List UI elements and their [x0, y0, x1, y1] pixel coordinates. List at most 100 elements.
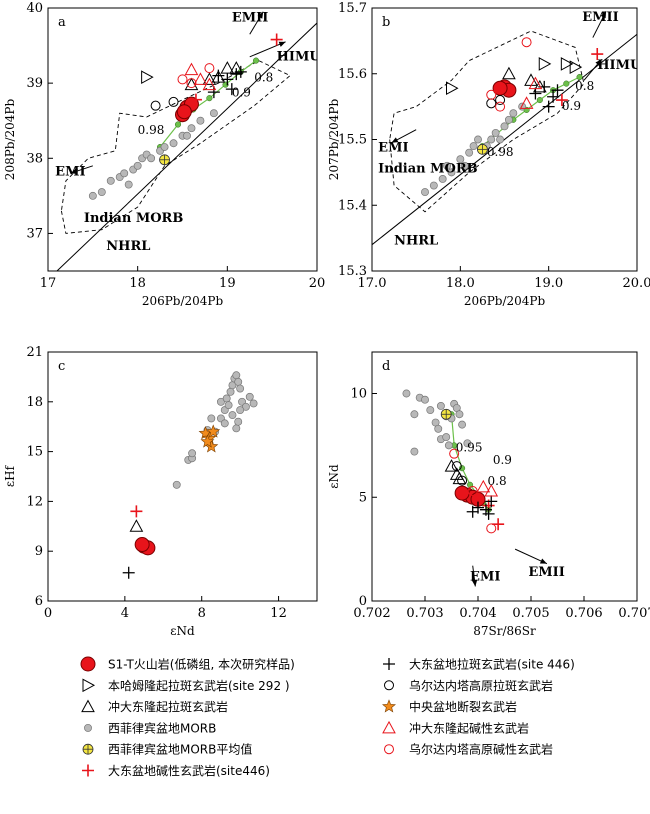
data-point	[421, 188, 429, 197]
indian-morb-field	[389, 30, 585, 213]
data-point	[234, 417, 243, 426]
trend-arrow	[471, 565, 478, 587]
series-triangle_up	[444, 459, 467, 485]
legend-marker	[384, 744, 394, 755]
legend-item: 大东盆地碱性玄武岩(site446)	[82, 763, 270, 778]
data-point	[220, 61, 235, 74]
panel-label: d	[382, 359, 390, 374]
mixing-label: 0.9	[232, 86, 251, 100]
data-point	[474, 135, 482, 144]
legend-item: 冲大东隆起拉斑玄武岩	[81, 699, 228, 714]
data-point	[444, 459, 459, 472]
data-point	[129, 519, 144, 532]
data-point	[183, 131, 191, 140]
mixing-point	[536, 97, 543, 104]
annotation-label: EMII	[232, 11, 268, 26]
data-point	[502, 66, 516, 80]
y-tick-label: 40	[26, 1, 43, 16]
data-point	[477, 143, 488, 155]
data-point	[402, 389, 411, 398]
data-point	[221, 73, 234, 86]
series-circle_open_red	[177, 63, 215, 89]
data-point	[486, 98, 497, 109]
legend-label: 大东盆地拉斑玄武岩(site 446)	[409, 657, 575, 672]
data-point	[97, 188, 106, 197]
y-tick-label: 15.7	[338, 1, 367, 16]
data-point	[270, 33, 283, 46]
data-point	[122, 566, 135, 579]
data-point	[120, 169, 129, 178]
mixing-label: 0.98	[138, 123, 165, 137]
legend-label: 乌尔达内塔高原拉斑玄武岩	[409, 678, 553, 693]
trend-arrow	[592, 11, 607, 38]
y-axis-label: 207Pb/204Pb	[327, 99, 341, 181]
data-point	[521, 37, 532, 48]
legend-label: 大东盆地碱性玄武岩(site446)	[108, 763, 270, 778]
x-tick-label: 0.702	[353, 606, 390, 621]
mixing-point	[174, 121, 182, 128]
data-point	[130, 505, 143, 518]
data-point	[159, 154, 170, 166]
x-tick-label: 0.704	[459, 606, 496, 621]
x-tick-label: 0.706	[565, 606, 602, 621]
x-axis-label: εNd	[170, 624, 195, 638]
data-point	[519, 96, 534, 109]
y-tick-label: 15	[26, 445, 43, 460]
data-point	[177, 74, 188, 85]
data-point	[212, 69, 225, 82]
x-tick-label: 17.0	[358, 276, 387, 291]
data-point	[209, 109, 218, 118]
data-point	[134, 537, 150, 553]
data-point	[141, 70, 154, 84]
data-point	[224, 401, 233, 410]
series-circle_gray	[421, 102, 527, 197]
annotation-label: Indian MORB	[378, 161, 477, 176]
data-point	[476, 479, 491, 493]
series-triangle_up	[184, 61, 244, 91]
y-tick-label: 15.4	[338, 198, 367, 213]
legend-marker	[383, 658, 395, 670]
plot-frame	[371, 351, 638, 602]
data-point	[200, 434, 215, 448]
plot-area	[122, 371, 258, 579]
data-point	[124, 180, 133, 189]
plot-area: 0.95 0.9 0.8 EMI EMII	[402, 389, 565, 587]
trend-arrow	[391, 129, 417, 144]
data-point	[487, 135, 496, 144]
legend-marker	[84, 723, 92, 732]
series-plus_black	[529, 80, 564, 113]
mixing-label: 0.98	[487, 145, 514, 159]
y-tick-label: 15.6	[338, 67, 367, 82]
data-point	[184, 62, 199, 76]
data-point	[457, 475, 468, 486]
mixing-point	[576, 73, 583, 81]
x-tick-label: 20	[309, 276, 326, 291]
data-point	[551, 84, 564, 97]
data-point	[591, 48, 604, 61]
series-plus_black	[466, 495, 498, 520]
data-point	[426, 406, 435, 415]
mixing-point	[563, 80, 570, 87]
data-point	[560, 57, 574, 71]
series-triangle_up_red	[519, 76, 543, 109]
y-tick-label: 6	[35, 594, 43, 609]
data-point	[442, 433, 451, 442]
legend-item: 本哈姆隆起拉斑玄武岩(site 292 )	[82, 678, 290, 693]
annotation-label: EMII	[582, 10, 618, 25]
series-circle_red	[454, 485, 486, 507]
series-triangle_up_red	[476, 479, 499, 497]
series-triangle_up	[129, 519, 144, 532]
legend-item: 乌尔达内塔高原拉斑玄武岩	[384, 678, 553, 693]
legend-marker	[382, 720, 396, 734]
legend-marker	[382, 699, 396, 713]
y-tick-label: 39	[26, 76, 43, 91]
legend-item: 冲大东隆起碱性玄武岩	[382, 720, 529, 735]
data-point	[458, 420, 467, 429]
data-point	[234, 65, 247, 78]
data-point	[486, 523, 497, 534]
data-point	[204, 63, 215, 74]
x-tick-label: 19.0	[534, 276, 563, 291]
data-point	[486, 89, 497, 100]
y-tick-label: 10	[350, 387, 367, 402]
legend-marker	[80, 656, 96, 672]
